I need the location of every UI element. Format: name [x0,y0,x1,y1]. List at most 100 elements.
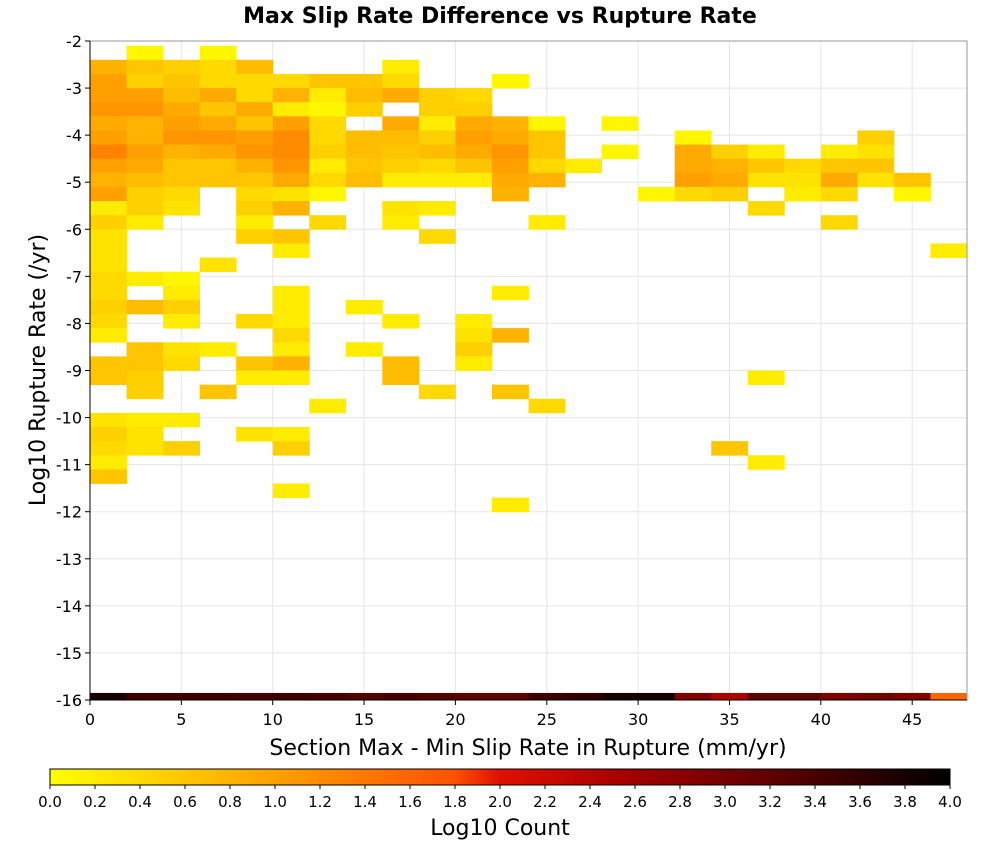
heatmap-cell [126,130,164,145]
heatmap-cell [491,285,529,301]
heatmap-cell-bottom-row [418,692,456,700]
heatmap-cell-bottom-row [90,692,127,700]
heatmap-cell [345,299,383,315]
heatmap-cell [272,172,310,188]
colorbar-tick-label: 1.2 [308,793,332,811]
heatmap-cell [382,73,420,89]
heatmap-cell [199,59,237,75]
colorbar-tick-label: 3.0 [713,793,737,811]
heatmap-cell-bottom-row [930,692,968,700]
colorbar-tick-label: 0.4 [128,793,152,811]
heatmap-cell [163,172,201,188]
heatmap-cell [820,144,858,160]
colorbar-tick-label: 2.8 [668,793,692,811]
heatmap-cell [126,186,164,202]
heatmap-cell [345,73,383,89]
heatmap-cell [236,158,274,174]
x-tick-label: 25 [537,710,557,729]
heatmap-cell [126,356,164,371]
heatmap-cell [747,370,785,386]
colorbar [49,768,951,786]
heatmap-cell [674,186,712,202]
heatmap-cell [418,384,456,400]
colorbar-tick-label: 1.6 [398,793,422,811]
y-tick-label: -11 [56,456,82,475]
heatmap-cell [272,229,310,244]
colorbar-tick-label: 3.4 [803,793,827,811]
heatmap-cell [382,158,420,174]
heatmap-cell-bottom-row [747,692,785,700]
heatmap-cell [90,130,127,145]
x-tick-label: 35 [719,710,739,729]
heatmap-cell [820,172,858,188]
heatmap-cell [236,201,274,216]
heatmap-cell [857,144,895,160]
heatmap-cell [90,215,127,230]
heatmap-cell [309,398,347,414]
heatmap-cell [272,116,310,131]
heatmap-cell [90,271,127,287]
colorbar-tick-label: 2.0 [488,793,512,811]
heatmap-cell [163,441,201,456]
heatmap-cell [455,144,493,160]
heatmap-cell [236,59,274,75]
heatmap-cell [674,130,712,145]
heatmap-cell [418,172,456,188]
y-tick-label: -10 [56,409,82,428]
heatmap-cell-bottom-row [711,692,749,700]
y-tick-label: -8 [66,314,82,333]
heatmap-cell [491,158,529,174]
colorbar-tick-label: 1.0 [263,793,287,811]
heatmap-cell [711,441,749,456]
heatmap-cell-bottom-row [199,692,237,700]
heatmap-cell [126,172,164,188]
heatmap-cell [382,314,420,329]
heatmap-cell [784,186,822,202]
heatmap-cell [236,229,274,244]
heatmap-cell [674,158,712,174]
x-tick-label: 5 [176,710,186,729]
heatmap-cell [126,45,164,61]
heatmap-cell [309,215,347,230]
y-tick-label: -12 [56,503,82,522]
heatmap-cell [309,172,347,188]
heatmap-cell-bottom-row [565,692,602,700]
heatmap-cell [272,483,310,498]
heatmap-cell [126,271,164,287]
colorbar-tick-label: 3.6 [848,793,872,811]
heatmap-cell [491,116,529,131]
heatmap-cell [126,412,164,428]
heatmap-cell-bottom-row [309,692,347,700]
heatmap-cell [126,426,164,442]
colorbar-tick-label: 0.6 [173,793,197,811]
heatmap-cell [199,384,237,400]
heatmap-cell [857,172,895,188]
heatmap-cell [418,88,456,103]
heatmap-cell [163,59,201,75]
heatmap-cell [90,73,127,89]
heatmap-cell [491,384,529,400]
y-axis-label: Log10 Rupture Rate (/yr) [26,234,51,506]
colorbar-tick-label: 1.4 [353,793,377,811]
heatmap-cell [418,158,456,174]
heatmap-cell [272,73,310,89]
heatmap-cell [163,116,201,131]
heatmap-cell [382,356,420,371]
heatmap-cell [90,299,127,315]
heatmap-cell [309,158,347,174]
heatmap-cell [272,356,310,371]
heatmap-cell [90,186,127,202]
heatmap-cell [199,130,237,145]
x-tick-label: 20 [445,710,465,729]
heatmap-cell-bottom-row [528,692,566,700]
x-tick-label: 45 [902,710,922,729]
heatmap-cell [930,243,968,258]
heatmap-cell [857,130,895,145]
heatmap-cell [163,299,201,315]
x-tick-label: 30 [628,710,648,729]
colorbar-tick-label: 2.2 [533,793,557,811]
heatmap-cell [857,158,895,174]
heatmap-cell [272,88,310,103]
heatmap-cell [90,88,127,103]
heatmap-cell [418,144,456,160]
